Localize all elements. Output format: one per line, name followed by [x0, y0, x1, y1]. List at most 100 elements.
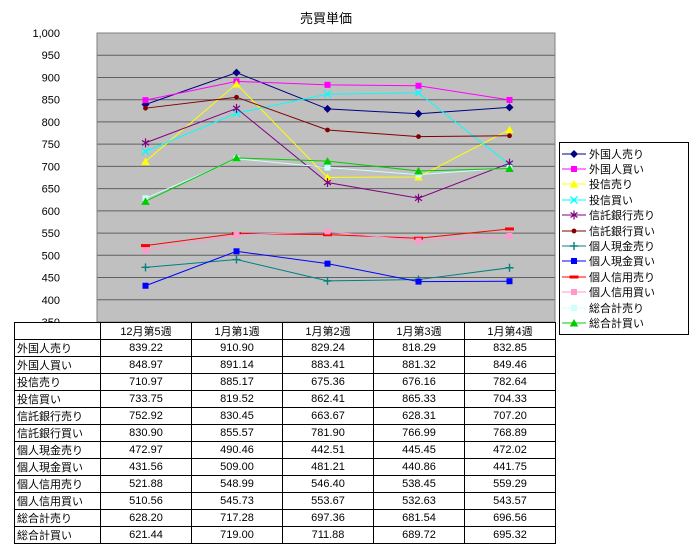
y-axis-tick-label: 950 [42, 50, 60, 62]
legend-item: 総合計売り [562, 300, 686, 315]
chart-legend: 外国人売り外国人買い 投信売り 投信買い 信託銀行売り 信託銀行買い 個人現金売り 個人現金… [559, 142, 689, 335]
row-label: 個人現金買い [14, 458, 101, 476]
y-axis-tick-label: 450 [42, 273, 60, 285]
line-chart-plot-area: 3504004505005506006507007508008509009501… [32, 28, 556, 329]
table-corner-cell [14, 322, 101, 340]
table-cell: 711.88 [282, 526, 374, 544]
legend-marker-icon [562, 228, 586, 234]
table-cell: 697.36 [282, 509, 374, 527]
row-label: 外国人買い [14, 356, 101, 374]
table-header-row: 12月第5週 1月第1週 1月第2週 1月第3週 1月第4週 [14, 322, 556, 340]
table-row: 個人現金売り 472.97 490.46 442.51 445.45 472.02 [14, 441, 556, 459]
legend-marker-icon [562, 166, 586, 173]
table-cell: 782.64 [464, 373, 556, 391]
row-label: 投信買い [14, 390, 101, 408]
legend-marker-icon [562, 195, 586, 204]
table-cell: 707.20 [464, 407, 556, 425]
table-cell: 696.56 [464, 509, 556, 527]
legend-item: 信託銀行売り [562, 208, 686, 223]
table-cell: 441.75 [464, 458, 556, 476]
table-cell: 695.32 [464, 526, 556, 544]
legend-item: 総合計買い [562, 315, 686, 330]
y-axis-tick-label: 650 [42, 184, 60, 196]
table-cell: 510.56 [100, 492, 192, 510]
legend-label: 個人現金買い [589, 256, 655, 269]
legend-label: 総合計買い [589, 318, 644, 330]
table-cell: 543.57 [464, 492, 556, 510]
table-cell: 431.56 [100, 458, 192, 476]
table-cell: 481.21 [282, 458, 374, 476]
legend-marker-icon [562, 242, 586, 251]
table-row: 総合計売り 628.20 717.28 697.36 681.54 696.56 [14, 509, 556, 527]
legend-item: 外国人買い [562, 161, 686, 176]
table-cell: 704.33 [464, 390, 556, 408]
table-cell: 681.54 [373, 509, 465, 527]
row-label: 個人信用買い [14, 492, 101, 510]
row-label: 外国人売り [14, 339, 101, 357]
table-cell: 717.28 [191, 509, 283, 527]
y-axis-tick-label: 600 [42, 206, 60, 218]
table-cell: 891.14 [191, 356, 283, 374]
legend-item: 個人信用買い [562, 285, 686, 300]
legend-label: 外国人買い [589, 164, 644, 177]
legend-item: 個人現金売り [562, 238, 686, 253]
table-row: 投信買い 733.75 819.52 862.41 865.33 704.33 [14, 390, 556, 408]
column-header: 1月第2週 [282, 322, 374, 340]
table-cell: 532.63 [373, 492, 465, 510]
table-cell: 829.24 [282, 339, 374, 357]
legend-label: 個人現金売り [589, 241, 655, 254]
table-row: 総合計買い 621.44 719.00 711.88 689.72 695.32 [14, 526, 556, 544]
table-row: 外国人売り 839.22 910.90 829.24 818.29 832.85 [14, 339, 556, 357]
table-cell: 848.97 [100, 356, 192, 374]
legend-marker-icon [562, 149, 586, 158]
y-axis-tick-label: 400 [42, 295, 60, 307]
row-label: 総合計買い [14, 526, 101, 544]
legend-item: 信託銀行買い [562, 223, 686, 238]
table-cell: 675.36 [282, 373, 374, 391]
table-cell: 766.99 [373, 424, 465, 442]
table-cell: 885.17 [191, 373, 283, 391]
y-axis-tick-label: 1,000 [32, 28, 60, 40]
table-cell: 830.45 [191, 407, 283, 425]
table-cell: 628.20 [100, 509, 192, 527]
column-header: 1月第1週 [191, 322, 283, 340]
row-label: 総合計売り [14, 509, 101, 527]
table-cell: 676.16 [373, 373, 465, 391]
table-cell: 781.90 [282, 424, 374, 442]
table-cell: 910.90 [191, 339, 283, 357]
legend-item: 外国人売り [562, 146, 686, 161]
table-cell: 490.46 [191, 441, 283, 459]
table-cell: 521.88 [100, 475, 192, 493]
table-cell: 883.41 [282, 356, 374, 374]
table-cell: 440.86 [373, 458, 465, 476]
legend-label: 総合計売り [589, 302, 644, 315]
table-cell: 553.67 [282, 492, 374, 510]
legend-marker-icon [562, 318, 586, 327]
table-cell: 442.51 [282, 441, 374, 459]
table-cell: 663.67 [282, 407, 374, 425]
table-cell: 445.45 [373, 441, 465, 459]
table-row: 外国人買い 848.97 891.14 883.41 881.32 849.46 [14, 356, 556, 374]
y-axis-tick-label: 500 [42, 250, 60, 262]
y-axis-tick-label: 750 [42, 139, 60, 151]
table-cell: 628.31 [373, 407, 465, 425]
legend-item: 投信買い [562, 192, 686, 207]
table-cell: 818.29 [373, 339, 465, 357]
table-cell: 621.44 [100, 526, 192, 544]
table-row: 信託銀行買い 830.90 855.57 781.90 766.99 768.89 [14, 424, 556, 442]
table-row: 個人信用買い 510.56 545.73 553.67 532.63 543.57 [14, 492, 556, 510]
table-cell: 752.92 [100, 407, 192, 425]
table-row: 信託銀行売り 752.92 830.45 663.67 628.31 707.20 [14, 407, 556, 425]
legend-marker-icon [562, 304, 586, 311]
table-cell: 472.97 [100, 441, 192, 459]
row-label: 個人信用売り [14, 475, 101, 493]
legend-item: 投信売り [562, 177, 686, 192]
table-cell: 839.22 [100, 339, 192, 357]
legend-label: 個人信用買い [589, 287, 655, 300]
table-cell: 862.41 [282, 390, 374, 408]
row-label: 信託銀行買い [14, 424, 101, 442]
table-cell: 768.89 [464, 424, 556, 442]
chart-title: 売買単価 [299, 11, 352, 26]
table-row: 投信売り 710.97 885.17 675.36 676.16 782.64 [14, 373, 556, 391]
